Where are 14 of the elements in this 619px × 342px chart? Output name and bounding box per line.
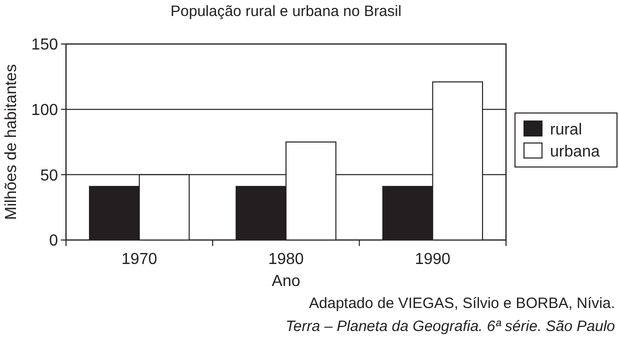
y-axis-title: Milhões de habitantes [3, 64, 20, 220]
y-tick-label: 0 [49, 232, 58, 250]
y-tick-label: 100 [31, 102, 58, 119]
y-tick-label: 50 [40, 167, 58, 184]
text: Terra – Planeta da Geografia. 6ª série. São Paulo [286, 318, 615, 335]
y-tick-label: 150 [31, 36, 58, 54]
chart-title: População rural e urbana no Brasil [170, 3, 402, 20]
x-axis-title: Ano [272, 273, 300, 290]
text: Adaptado de VIEGAS, Sílvio e BORBA, Nívia. [309, 295, 615, 312]
x-tick-label: 1990 [414, 251, 451, 268]
legend-label: urbana [550, 144, 600, 161]
x-tick-label: 1970 [122, 251, 158, 268]
x-tick-label: 1980 [268, 251, 304, 268]
legend-label: rural [550, 122, 582, 139]
